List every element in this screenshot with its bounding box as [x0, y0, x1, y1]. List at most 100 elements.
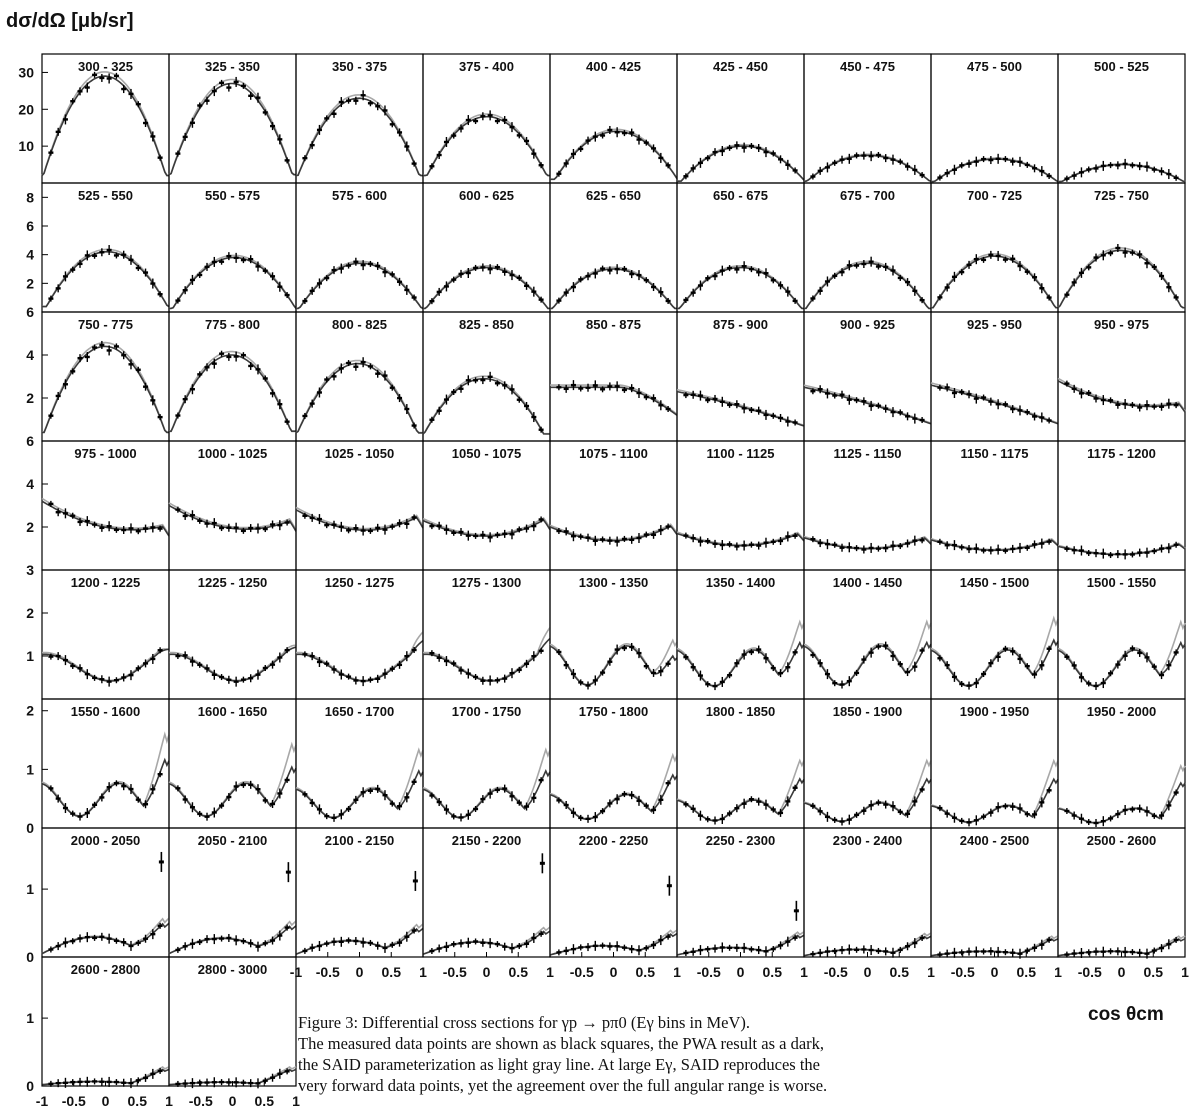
data-point-marker [1017, 657, 1023, 661]
data-point-marker [658, 156, 664, 160]
pwa-curve [169, 354, 296, 433]
data-point-marker [150, 788, 156, 791]
data-point-marker [734, 662, 740, 665]
data-point-marker [770, 414, 776, 418]
data-point-marker [1100, 681, 1106, 685]
data-point-marker [494, 119, 500, 123]
data-point-marker [839, 393, 845, 396]
data-point-marker [309, 402, 315, 405]
data-point-marker [284, 293, 290, 297]
data-point-marker [937, 176, 943, 179]
data-point-marker [302, 653, 308, 656]
data-point-marker [233, 939, 239, 942]
data-point-marker [411, 296, 417, 299]
data-point-marker [502, 532, 508, 536]
panel-label: 900 - 925 [840, 317, 895, 332]
data-point-marker [854, 671, 860, 675]
data-point-marker [157, 1069, 163, 1073]
x-tick-label: 0.5 [128, 1093, 148, 1109]
data-point-marker [748, 650, 754, 654]
data-point-marker [748, 798, 754, 801]
data-point-marker [705, 156, 711, 160]
said-curve [550, 384, 678, 415]
data-point-marker [1017, 409, 1023, 412]
x-tick-label: 0.5 [636, 964, 656, 980]
data-point-marker [1071, 664, 1077, 667]
data-point-marker [367, 941, 373, 945]
data-point-marker [150, 1072, 156, 1076]
pwa-curve [549, 645, 678, 686]
data-point-marker [868, 804, 874, 807]
data-point-marker [309, 516, 315, 520]
data-point-marker [563, 803, 569, 807]
data-point-marker [1078, 951, 1084, 955]
data-point-marker [121, 354, 127, 357]
data-point-marker [951, 543, 957, 547]
data-point-marker [1137, 551, 1143, 554]
data-point-marker [1078, 271, 1084, 275]
data-point-marker [944, 286, 950, 289]
data-point-marker [697, 674, 703, 677]
data-point-marker [778, 671, 784, 675]
data-point-marker [538, 649, 544, 652]
data-point-marker [382, 672, 388, 675]
data-point-marker [600, 134, 606, 137]
data-point-marker [113, 1080, 119, 1084]
data-point-marker [121, 253, 127, 256]
said-curve [296, 260, 424, 310]
data-point-marker [494, 382, 500, 385]
data-point-marker [277, 656, 283, 659]
data-point-marker [233, 526, 239, 529]
data-point-marker [1151, 549, 1157, 553]
panel-label: 2600 - 2800 [71, 962, 140, 977]
data-point-marker [255, 265, 261, 268]
panel-label: 1100 - 1125 [707, 446, 775, 461]
data-point-marker [411, 424, 417, 427]
data-point-marker [832, 274, 838, 278]
pwa-curve [168, 82, 296, 176]
data-point-marker [375, 264, 381, 268]
pwa-curve [423, 115, 550, 177]
data-point-marker [683, 655, 689, 659]
data-point-marker [1032, 813, 1038, 816]
data-point-marker [727, 403, 733, 407]
data-point-marker [1086, 820, 1092, 824]
data-point-marker [741, 146, 747, 149]
data-point-marker [592, 272, 598, 275]
data-point-marker [778, 944, 784, 947]
data-point-marker [135, 529, 141, 533]
data-point-marker [832, 394, 838, 397]
panel-label: 1125 - 1150 [834, 446, 902, 461]
y-tick-label: 4 [26, 476, 34, 492]
data-point-marker [516, 801, 522, 804]
data-point-marker [48, 151, 54, 154]
panel-label: 1000 - 1025 [198, 446, 267, 461]
data-point-marker [92, 676, 98, 680]
said-curve [168, 644, 297, 682]
data-point-marker [1071, 814, 1077, 817]
data-point-marker [883, 407, 889, 410]
data-point-marker [175, 948, 181, 952]
data-point-marker [121, 1081, 127, 1084]
data-point-marker [778, 158, 784, 161]
data-point-marker [270, 939, 276, 942]
data-point-marker [509, 671, 515, 675]
data-point-marker [204, 522, 210, 525]
data-point-marker [480, 679, 486, 682]
panel-label: 1075 - 1100 [579, 446, 648, 461]
data-point-marker [262, 1079, 268, 1082]
data-point-marker [128, 527, 134, 530]
data-point-marker [270, 663, 276, 666]
data-point-marker [189, 514, 195, 517]
x-tick-label: 1 [546, 964, 554, 980]
data-point-marker [981, 950, 987, 953]
data-point-marker [77, 815, 83, 818]
panel-label: 875 - 900 [713, 317, 768, 332]
data-point-marker [204, 366, 210, 369]
data-point-marker [121, 784, 127, 788]
data-point-marker [592, 679, 598, 682]
data-point-marker [189, 660, 195, 663]
data-point-marker [792, 169, 798, 172]
data-point-marker [458, 387, 464, 390]
data-point-marker [150, 282, 156, 285]
